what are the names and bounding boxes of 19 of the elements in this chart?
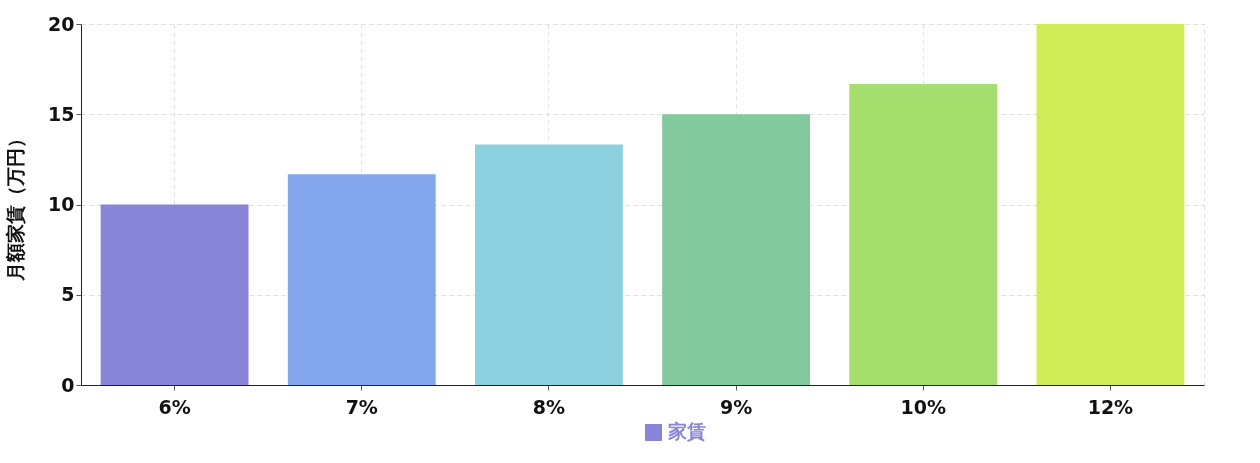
- bar: [1036, 24, 1185, 385]
- y-tick-label: 20: [48, 12, 75, 35]
- x-tick-label: 8%: [532, 395, 566, 418]
- bar: [287, 174, 436, 385]
- bar: [100, 204, 249, 385]
- x-tick-label: 7%: [345, 395, 378, 418]
- x-tick-label: 12%: [1087, 395, 1134, 418]
- y-tick-label: 5: [61, 283, 75, 306]
- x-tick-label: 6%: [158, 395, 191, 418]
- bar: [474, 144, 623, 385]
- y-tick-label: 15: [48, 102, 75, 125]
- y-tick-label: 0: [61, 373, 75, 396]
- bar: [849, 84, 998, 385]
- y-axis-title: 月額家賃（万円）: [4, 129, 27, 282]
- x-tick-label: 9%: [719, 395, 753, 418]
- bar: [662, 114, 811, 385]
- y-tick-label: 10: [48, 193, 75, 215]
- legend-label: 家賃: [667, 419, 706, 444]
- x-tick-label: 10%: [900, 395, 946, 418]
